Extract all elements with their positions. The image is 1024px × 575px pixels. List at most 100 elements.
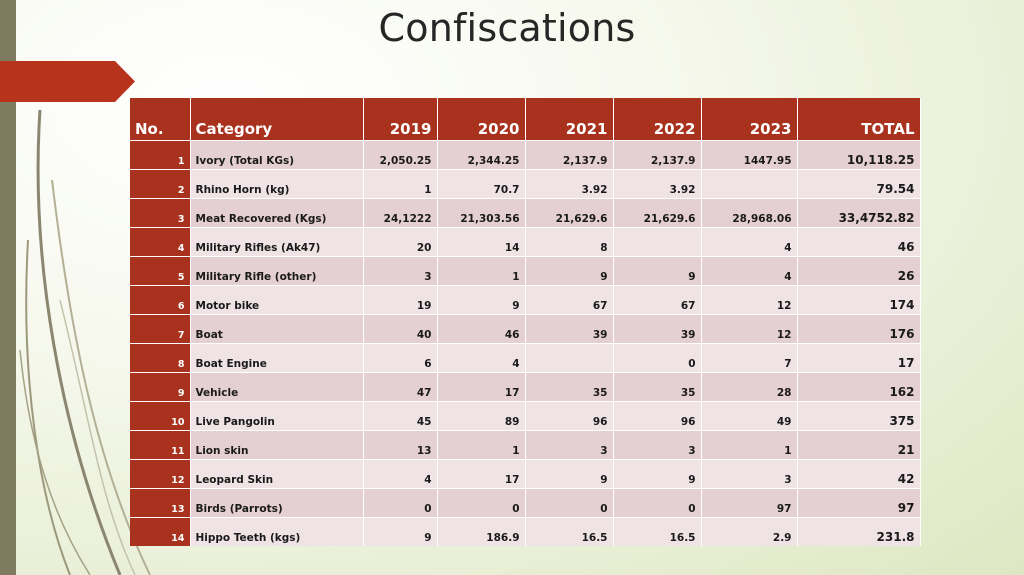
cell-2019: 20 (363, 227, 438, 257)
cell-2019: 24,1222 (363, 198, 438, 228)
cell-total: 162 (797, 372, 921, 402)
cell-2020: 70.7 (437, 169, 526, 199)
cell-2019: 0 (363, 488, 438, 518)
cell-total: 21 (797, 430, 921, 460)
cell-2020: 1 (437, 256, 526, 286)
cell-2019: 2,050.25 (363, 140, 438, 170)
cell-2020: 4 (437, 343, 526, 373)
cell-2019: 40 (363, 314, 438, 344)
cell-2020: 46 (437, 314, 526, 344)
header-2023: 2023 (701, 98, 798, 141)
cell-total: 26 (797, 256, 921, 286)
header-total: TOTAL (797, 98, 921, 141)
header-no: No. (130, 98, 191, 141)
header-2020: 2020 (437, 98, 526, 141)
cell-2020: 89 (437, 401, 526, 431)
table-row: 3 Meat Recovered (Kgs) 24,1222 21,303.56 21,… (130, 198, 921, 228)
cell-2022: 0 (613, 343, 702, 373)
cell-2021 (525, 343, 614, 373)
table-row: 6 Motor bike 19 9 67 67 12 174 (130, 285, 921, 315)
cell-2019: 45 (363, 401, 438, 431)
cell-2021: 9 (525, 256, 614, 286)
row-number: 12 (130, 459, 191, 489)
left-decor-strip (0, 0, 16, 575)
cell-2023: 3 (701, 459, 798, 489)
row-category: Boat (190, 314, 364, 344)
cell-2020: 1 (437, 430, 526, 460)
cell-2019: 19 (363, 285, 438, 315)
row-number: 4 (130, 227, 191, 257)
cell-2020: 186.9 (437, 517, 526, 546)
cell-2022: 2,137.9 (613, 140, 702, 170)
cell-total: 42 (797, 459, 921, 489)
cell-2023: 2.9 (701, 517, 798, 546)
table-row: 5 Military Rifle (other) 3 1 9 9 4 26 (130, 256, 921, 286)
row-category: Live Pangolin (190, 401, 364, 431)
cell-2023: 7 (701, 343, 798, 373)
cell-2023: 28 (701, 372, 798, 402)
cell-2021: 16.5 (525, 517, 614, 546)
table-row: 13 Birds (Parrots) 0 0 0 0 97 97 (130, 488, 921, 518)
cell-total: 231.8 (797, 517, 921, 546)
table-row: 8 Boat Engine 6 4 0 7 17 (130, 343, 921, 373)
cell-2019: 6 (363, 343, 438, 373)
table-row: 4 Military Rifles (Ak47) 20 14 8 4 46 (130, 227, 921, 257)
row-category: Meat Recovered (Kgs) (190, 198, 364, 228)
cell-2020: 17 (437, 372, 526, 402)
table-row: 14 Hippo Teeth (kgs) 9 186.9 16.5 16.5 2.9 231.… (130, 517, 921, 546)
cell-total: 10,118.25 (797, 140, 921, 170)
row-category: Motor bike (190, 285, 364, 315)
cell-total: 79.54 (797, 169, 921, 199)
row-number: 3 (130, 198, 191, 228)
row-category: Hippo Teeth (kgs) (190, 517, 364, 546)
cell-2022: 39 (613, 314, 702, 344)
cell-2023: 12 (701, 285, 798, 315)
cell-2022: 9 (613, 256, 702, 286)
cell-2021: 9 (525, 459, 614, 489)
arrow-tab-decor (0, 61, 135, 102)
row-category: Ivory (Total KGs) (190, 140, 364, 170)
cell-2023: 28,968.06 (701, 198, 798, 228)
cell-2019: 1 (363, 169, 438, 199)
cell-2021: 96 (525, 401, 614, 431)
cell-2021: 0 (525, 488, 614, 518)
row-number: 5 (130, 256, 191, 286)
row-number: 13 (130, 488, 191, 518)
cell-2022: 96 (613, 401, 702, 431)
cell-2023: 1447.95 (701, 140, 798, 170)
confiscations-table-container: No. Category 2019 2020 2021 2022 2023 TO… (130, 98, 921, 546)
cell-total: 97 (797, 488, 921, 518)
cell-2021: 39 (525, 314, 614, 344)
cell-total: 33,4752.82 (797, 198, 921, 228)
cell-2021: 21,629.6 (525, 198, 614, 228)
cell-2023: 4 (701, 227, 798, 257)
cell-2019: 3 (363, 256, 438, 286)
cell-total: 46 (797, 227, 921, 257)
cell-2023 (701, 169, 798, 199)
table-row: 10 Live Pangolin 45 89 96 96 49 375 (130, 401, 921, 431)
cell-total: 375 (797, 401, 921, 431)
row-category: Vehicle (190, 372, 364, 402)
cell-2022: 9 (613, 459, 702, 489)
cell-2021: 2,137.9 (525, 140, 614, 170)
table-row: 12 Leopard Skin 4 17 9 9 3 42 (130, 459, 921, 489)
row-number: 9 (130, 372, 191, 402)
header-2021: 2021 (525, 98, 614, 141)
cell-2023: 4 (701, 256, 798, 286)
cell-2022: 3.92 (613, 169, 702, 199)
cell-2020: 9 (437, 285, 526, 315)
cell-2023: 97 (701, 488, 798, 518)
cell-2022: 35 (613, 372, 702, 402)
cell-2020: 21,303.56 (437, 198, 526, 228)
row-number: 2 (130, 169, 191, 199)
table-row: 11 Lion skin 13 1 3 3 1 21 (130, 430, 921, 460)
table-row: 7 Boat 40 46 39 39 12 176 (130, 314, 921, 344)
cell-2019: 9 (363, 517, 438, 546)
row-number: 6 (130, 285, 191, 315)
row-category: Rhino Horn (kg) (190, 169, 364, 199)
header-2022: 2022 (613, 98, 702, 141)
cell-2019: 47 (363, 372, 438, 402)
cell-2021: 67 (525, 285, 614, 315)
header-category: Category (190, 98, 364, 141)
cell-2020: 14 (437, 227, 526, 257)
